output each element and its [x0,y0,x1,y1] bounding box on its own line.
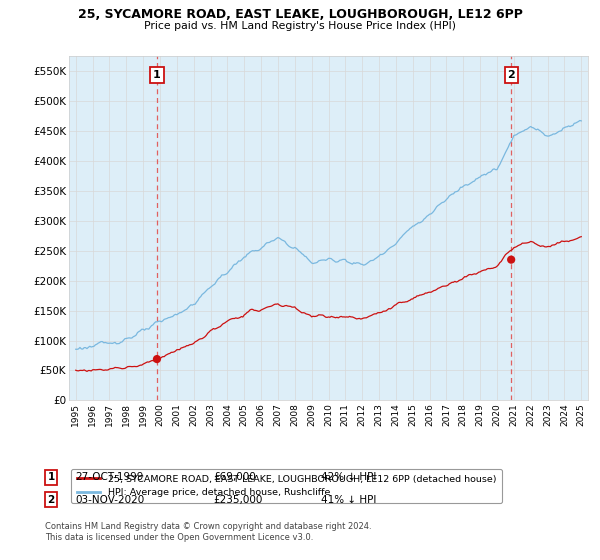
Text: Price paid vs. HM Land Registry's House Price Index (HPI): Price paid vs. HM Land Registry's House … [144,21,456,31]
Legend: 25, SYCAMORE ROAD, EAST LEAKE, LOUGHBOROUGH, LE12 6PP (detached house), HPI: Ave: 25, SYCAMORE ROAD, EAST LEAKE, LOUGHBORO… [71,469,502,503]
Text: This data is licensed under the Open Government Licence v3.0.: This data is licensed under the Open Gov… [45,533,313,542]
Text: 1: 1 [47,472,55,482]
Point [152,354,162,363]
Text: 42% ↓ HPI: 42% ↓ HPI [321,472,376,482]
Point [506,255,516,264]
Text: 03-NOV-2020: 03-NOV-2020 [75,494,144,505]
Text: 2: 2 [507,70,515,80]
Text: Contains HM Land Registry data © Crown copyright and database right 2024.: Contains HM Land Registry data © Crown c… [45,522,371,531]
Text: 1: 1 [153,70,161,80]
Text: 25, SYCAMORE ROAD, EAST LEAKE, LOUGHBOROUGH, LE12 6PP: 25, SYCAMORE ROAD, EAST LEAKE, LOUGHBORO… [77,8,523,21]
Text: 27-OCT-1999: 27-OCT-1999 [75,472,143,482]
Text: £69,000: £69,000 [213,472,256,482]
Text: £235,000: £235,000 [213,494,262,505]
Text: 41% ↓ HPI: 41% ↓ HPI [321,494,376,505]
Text: 2: 2 [47,494,55,505]
